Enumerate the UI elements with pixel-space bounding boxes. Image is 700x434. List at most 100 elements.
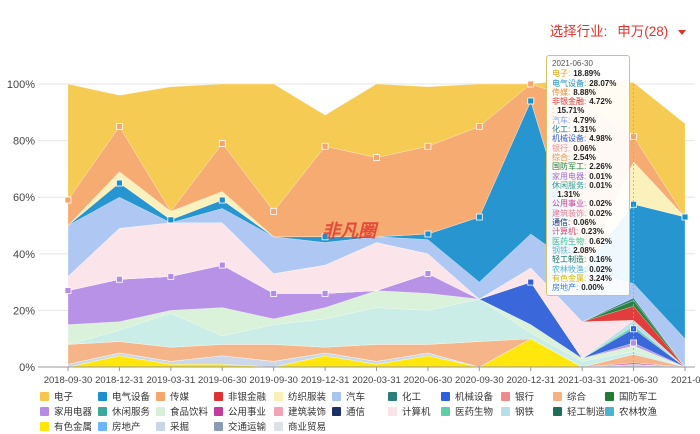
legend-swatch [441, 407, 450, 416]
legend-item[interactable]: 纺织服装 [274, 392, 326, 403]
legend-label: 电气设备 [112, 392, 151, 403]
legend-item[interactable]: 建筑装饰 [274, 407, 326, 418]
legend-item[interactable]: 交通运输 [214, 422, 266, 433]
legend-label: 房地产 [112, 422, 141, 433]
legend-swatch [214, 392, 223, 401]
tooltip-row: 银行: 0.06% [552, 144, 624, 153]
legend-item[interactable]: 计算机 [388, 407, 431, 418]
tooltip-row: 汽车: 4.79% [552, 116, 624, 125]
tooltip-row: 有色金属: 3.24% [552, 274, 624, 283]
legend-label: 电子 [54, 392, 74, 403]
legend-item[interactable]: 汽车 [332, 392, 365, 403]
legend-swatch [388, 407, 397, 416]
legend-item[interactable]: 采掘 [156, 422, 189, 433]
marker-电气设备 [321, 233, 329, 241]
legend-swatch [156, 422, 165, 431]
tooltip-row: 电子: 18.89% [552, 69, 624, 78]
y-tick-label: 40% [13, 249, 35, 261]
legend-label: 纺织服装 [288, 392, 327, 403]
legend-item[interactable]: 公用事业 [214, 407, 266, 418]
tooltip-row-value: 0.02% [589, 199, 612, 209]
industry-selector-label: 选择行业: [549, 24, 608, 39]
legend-swatch [156, 407, 165, 416]
chevron-down-icon [678, 29, 686, 35]
tooltip-row-name: 机械设备: [552, 134, 587, 144]
x-tick-label: 2021-06-30 [609, 375, 658, 386]
marker-家用电器 [270, 290, 278, 297]
tooltip-row-value: 18.89% [573, 69, 601, 79]
legend-item[interactable]: 医药生物 [441, 407, 493, 418]
legend-item[interactable]: 休闲服务 [98, 407, 150, 418]
y-tick-label: 0% [19, 362, 35, 374]
x-tick-label: 2020-12-31 [506, 375, 555, 386]
x-tick-label: 2019-12-31 [301, 375, 350, 386]
legend-label: 银行 [515, 392, 535, 403]
legend-item[interactable]: 综合 [553, 392, 586, 403]
legend-swatch [332, 407, 341, 416]
tooltip-row-name: 家用电器: [552, 171, 587, 181]
tooltip-row-value: 2.54% [573, 152, 596, 162]
tooltip-row: 化工: 1.31% [552, 125, 624, 134]
legend-item[interactable]: 家用电器 [40, 407, 92, 418]
legend-swatch [40, 422, 49, 431]
x-tick-label: 2019-06-30 [198, 375, 247, 386]
legend-label: 非银金融 [228, 392, 267, 403]
legend-label: 医药生物 [455, 407, 494, 418]
legend-label: 综合 [567, 392, 587, 403]
tooltip-row-name: 有色金属: [552, 273, 587, 283]
tooltip-row-name: 休闲服务: [552, 180, 587, 190]
tooltip-row-name: 传媒: [552, 87, 571, 97]
industry-selector[interactable]: 选择行业: 申万(28) [550, 20, 686, 40]
tooltip-row-value: 3.24% [589, 273, 612, 283]
legend-item[interactable]: 非银金融 [214, 392, 266, 403]
x-tick-label: 2021-09- [671, 375, 700, 386]
tooltip-row-name: 非银金融: [552, 97, 587, 107]
legend-item[interactable]: 通信 [332, 407, 365, 418]
marker-传媒 [321, 142, 329, 150]
legend-item[interactable]: 农林牧渔 [605, 407, 657, 418]
legend-item[interactable]: 有色金属 [40, 422, 92, 433]
x-tick-label: 2020-03-31 [352, 375, 401, 386]
marker-传媒 [218, 140, 226, 147]
tooltip-row: 钢铁: 2.08% [552, 246, 624, 255]
tooltip-row: 农林牧渔: 0.02% [552, 265, 624, 274]
tooltip-row-name: 化工: [552, 125, 571, 135]
x-tick-label: 2018-12-31 [95, 375, 144, 386]
legend-item[interactable]: 化工 [388, 392, 421, 403]
legend-label: 商业贸易 [288, 422, 327, 433]
legend-item[interactable]: 轻工制造 [553, 407, 605, 418]
legend-swatch [98, 407, 107, 416]
legend-swatch [441, 392, 450, 401]
legend-item[interactable]: 机械设备 [441, 392, 493, 403]
legend-swatch [274, 392, 283, 401]
legend-item[interactable]: 房地产 [98, 422, 141, 433]
marker-传媒 [270, 207, 278, 215]
tooltip-row: 公用事业: 0.02% [552, 199, 624, 208]
tooltip-row-value: 1.31% [557, 190, 580, 200]
legend-swatch [388, 392, 397, 401]
legend-label: 机械设备 [455, 392, 494, 403]
legend-item[interactable]: 商业贸易 [274, 422, 326, 433]
tooltip-row: 医药生物: 0.62% [552, 237, 624, 246]
legend-item[interactable]: 传媒 [156, 392, 189, 403]
tooltip-row-value: 0.62% [589, 236, 612, 246]
legend-item[interactable]: 钢铁 [501, 407, 534, 418]
tooltip-row-value: 0.01% [589, 171, 612, 181]
tooltip-row: 机械设备: 4.98% [552, 134, 624, 143]
marker-机械设备 [527, 278, 535, 286]
tooltip-row-value: 0.02% [589, 264, 612, 274]
tooltip-row-name: 综合: [552, 152, 571, 162]
legend-label: 汽车 [346, 392, 366, 403]
marker-电气设备 [167, 216, 175, 224]
tooltip-row-value: 0.16% [589, 255, 612, 265]
tooltip-row: :1.31% [552, 190, 624, 199]
tooltip-row: 国防军工: 2.26% [552, 162, 624, 171]
legend-item[interactable]: 电子 [40, 392, 73, 403]
legend-item[interactable]: 国防军工 [605, 392, 657, 403]
legend-item[interactable]: 银行 [501, 392, 534, 403]
legend-item[interactable]: 电气设备 [98, 392, 150, 403]
x-tick-label: 2019-09-30 [249, 375, 298, 386]
x-tick-label: 2020-06-30 [404, 375, 453, 386]
tooltip-row-value: 28.07% [589, 78, 617, 88]
legend-item[interactable]: 食品饮料 [156, 407, 208, 418]
